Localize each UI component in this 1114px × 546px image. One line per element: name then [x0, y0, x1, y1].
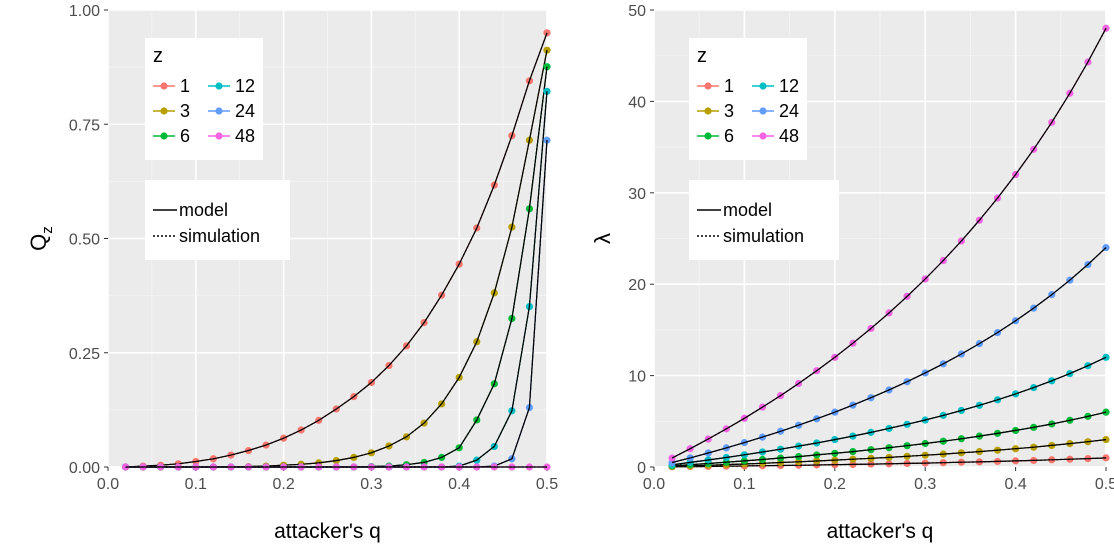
- y-axis-title: Qz: [26, 226, 56, 251]
- data-point: [668, 454, 676, 462]
- x-tick-label: 0.5: [536, 476, 558, 493]
- legend-label-simulation: simulation: [723, 226, 804, 246]
- line-type-legend: model simulation: [145, 180, 290, 260]
- data-point: [543, 29, 551, 37]
- legend-background: [145, 38, 263, 160]
- legend-key-point: [215, 82, 223, 90]
- series-z-48: [668, 24, 1110, 462]
- y-tick-label: 1.00: [69, 3, 100, 20]
- simulation-line: [671, 247, 1107, 464]
- legend-background: [145, 180, 290, 260]
- legend-label: 48: [235, 126, 255, 146]
- legend-label: 1: [180, 76, 190, 96]
- legend-title: z: [153, 45, 163, 67]
- simulation-line: [125, 50, 548, 468]
- legend-key-point: [759, 107, 767, 115]
- legend-key-point: [160, 132, 168, 140]
- legend-label: 3: [180, 101, 190, 121]
- x-tick-label: 0.0: [643, 476, 665, 493]
- y-axis-title: λ: [590, 233, 615, 244]
- x-tick-label: 0.2: [272, 476, 294, 493]
- y-tick-label: 0.25: [69, 346, 100, 363]
- legend-background: [689, 38, 807, 160]
- legend-key-point: [759, 82, 767, 90]
- legend-key-point: [704, 132, 712, 140]
- legend-key-point: [215, 132, 223, 140]
- legend-label: 12: [235, 76, 255, 96]
- legend-label: 3: [724, 101, 734, 121]
- y-tick-label: 50: [628, 3, 646, 20]
- data-point: [121, 463, 130, 471]
- color-legend: z1 3 6 12 24 48: [689, 38, 807, 160]
- series-z-12: [668, 353, 1110, 469]
- simulation-line: [125, 66, 548, 468]
- x-tick-label: 0.1: [185, 476, 207, 493]
- legend-key-point: [704, 107, 712, 115]
- x-axis-title: attacker's q: [274, 520, 381, 543]
- x-tick-label: 0.1: [733, 476, 755, 493]
- simulation-line: [672, 411, 1107, 467]
- legend-label: 24: [779, 101, 799, 121]
- y-tick-label: 40: [628, 94, 646, 111]
- legend-label: 1: [724, 76, 734, 96]
- x-axis-title: attacker's q: [827, 520, 934, 543]
- panel1: 0.0 0.1 0.2 0.3 0.4 0.5 0.00 0.25 0.50 0.75 1.00 at…: [26, 3, 558, 543]
- legend-label: 12: [779, 76, 799, 96]
- legend-key-point: [759, 132, 767, 140]
- data-point: [1102, 24, 1110, 32]
- series-z-48: [121, 463, 551, 471]
- color-legend: z1 3 6 12 24 48: [145, 38, 263, 160]
- legend-key-point: [160, 107, 168, 115]
- data-point: [1102, 435, 1110, 444]
- x-tick-label: 0.3: [914, 476, 936, 493]
- y-axis-title-subscript: z: [39, 226, 56, 234]
- y-axis-title-main: λ: [590, 233, 615, 244]
- simulation-line: [125, 32, 548, 468]
- data-point: [543, 63, 551, 71]
- legend-label-model: model: [179, 200, 228, 220]
- simulation-line: [125, 91, 548, 468]
- legend-title: z: [697, 45, 707, 67]
- legend-key-point: [215, 107, 223, 115]
- x-tick-label: 0.0: [97, 476, 119, 493]
- y-axis-title-main: Q: [26, 234, 51, 251]
- legend-label: 6: [180, 126, 190, 146]
- x-tick-label: 0.4: [1004, 476, 1026, 493]
- y-tick-label: 30: [628, 186, 646, 203]
- simulation-line: [672, 356, 1107, 466]
- line-type-legend: model simulation: [689, 180, 839, 260]
- y-tick-label: 10: [628, 369, 646, 386]
- simulation-line: [671, 28, 1107, 459]
- legend-key-point: [160, 82, 168, 90]
- legend-label: 24: [235, 101, 255, 121]
- x-tick-label: 0.5: [1095, 476, 1114, 493]
- legend-label-model: model: [723, 200, 772, 220]
- x-tick-label: 0.4: [448, 476, 470, 493]
- legend-label: 48: [779, 126, 799, 146]
- series-z-24: [668, 244, 1110, 467]
- x-tick-label: 0.2: [824, 476, 846, 493]
- legend-label-simulation: simulation: [179, 226, 260, 246]
- panel2: 0.0 0.1 0.2 0.3 0.4 0.5 0 10 20 30 40 50 attacker's …: [590, 3, 1114, 543]
- y-tick-label: 0.50: [69, 232, 100, 249]
- y-tick-label: 0.00: [69, 460, 100, 477]
- legend-label: 6: [724, 126, 734, 146]
- x-tick-label: 0.3: [360, 476, 382, 493]
- y-tick-label: 0: [637, 460, 646, 477]
- data-point: [1102, 454, 1110, 462]
- data-point: [1102, 408, 1110, 416]
- y-tick-label: 0.75: [69, 117, 100, 134]
- y-tick-label: 20: [628, 277, 646, 294]
- legend-key-point: [704, 82, 712, 90]
- legend-background: [689, 180, 839, 260]
